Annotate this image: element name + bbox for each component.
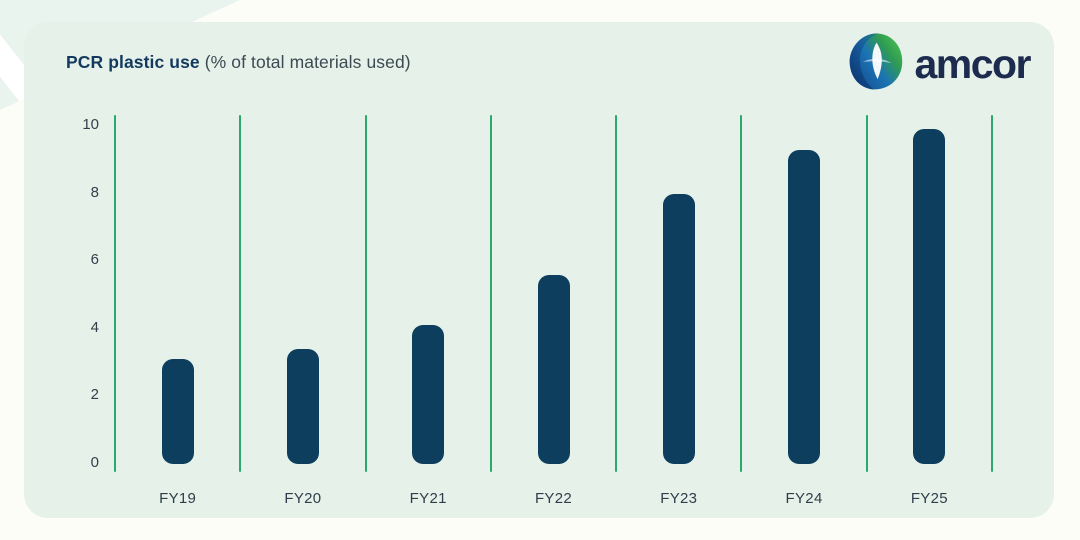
- x-axis-label-fy19: FY19: [159, 490, 197, 507]
- bar-fy23: [662, 193, 695, 464]
- vertical-gridline: [364, 115, 367, 472]
- chart-title-main: PCR plastic use: [66, 52, 200, 72]
- x-axis-label-fy24: FY24: [785, 490, 823, 507]
- bar-fy24: [788, 149, 821, 464]
- chart-title: PCR plastic use (% of total materials us…: [66, 52, 411, 73]
- y-axis-tick-6: 6: [90, 251, 99, 269]
- x-axis-label-fy21: FY21: [409, 490, 447, 507]
- vertical-gridline: [615, 115, 618, 472]
- y-axis-tick-0: 0: [90, 454, 99, 471]
- y-axis-tick-8: 8: [90, 183, 99, 201]
- chart-card: PCR plastic use (% of total materials us…: [24, 22, 1054, 518]
- vertical-gridline: [865, 115, 868, 472]
- amcor-wordmark: amcor: [914, 40, 1031, 87]
- vertical-gridline: [740, 115, 743, 472]
- y-axis-tick-4: 4: [90, 318, 99, 336]
- chart-title-subtitle: (% of total materials used): [199, 52, 411, 72]
- vertical-gridline: [239, 115, 242, 472]
- x-axis-label-fy23: FY23: [660, 490, 698, 507]
- y-axis-line: [114, 115, 116, 472]
- x-axis-label-fy20: FY20: [284, 490, 322, 507]
- x-axis-label-fy25: FY25: [910, 490, 948, 507]
- vertical-gridline: [489, 115, 492, 472]
- amcor-swirl-icon: [850, 33, 903, 90]
- bar-fy22: [537, 274, 570, 464]
- bar-fy25: [913, 129, 946, 464]
- bar-fy19: [161, 359, 194, 464]
- y-axis-tick-10: 10: [82, 116, 99, 133]
- x-axis-label-fy22: FY22: [534, 490, 573, 507]
- bar-fy20: [286, 349, 319, 464]
- amcor-logo: amcor: [848, 32, 1031, 92]
- vertical-gridline: [991, 115, 993, 472]
- bar-chart-plot-area: FY19 FY20 FY21 FY22 FY23 FY24 FY25 0 2 4 6 8 10: [82, 115, 993, 507]
- bar-fy21: [412, 325, 445, 464]
- y-axis-tick-2: 2: [90, 386, 99, 404]
